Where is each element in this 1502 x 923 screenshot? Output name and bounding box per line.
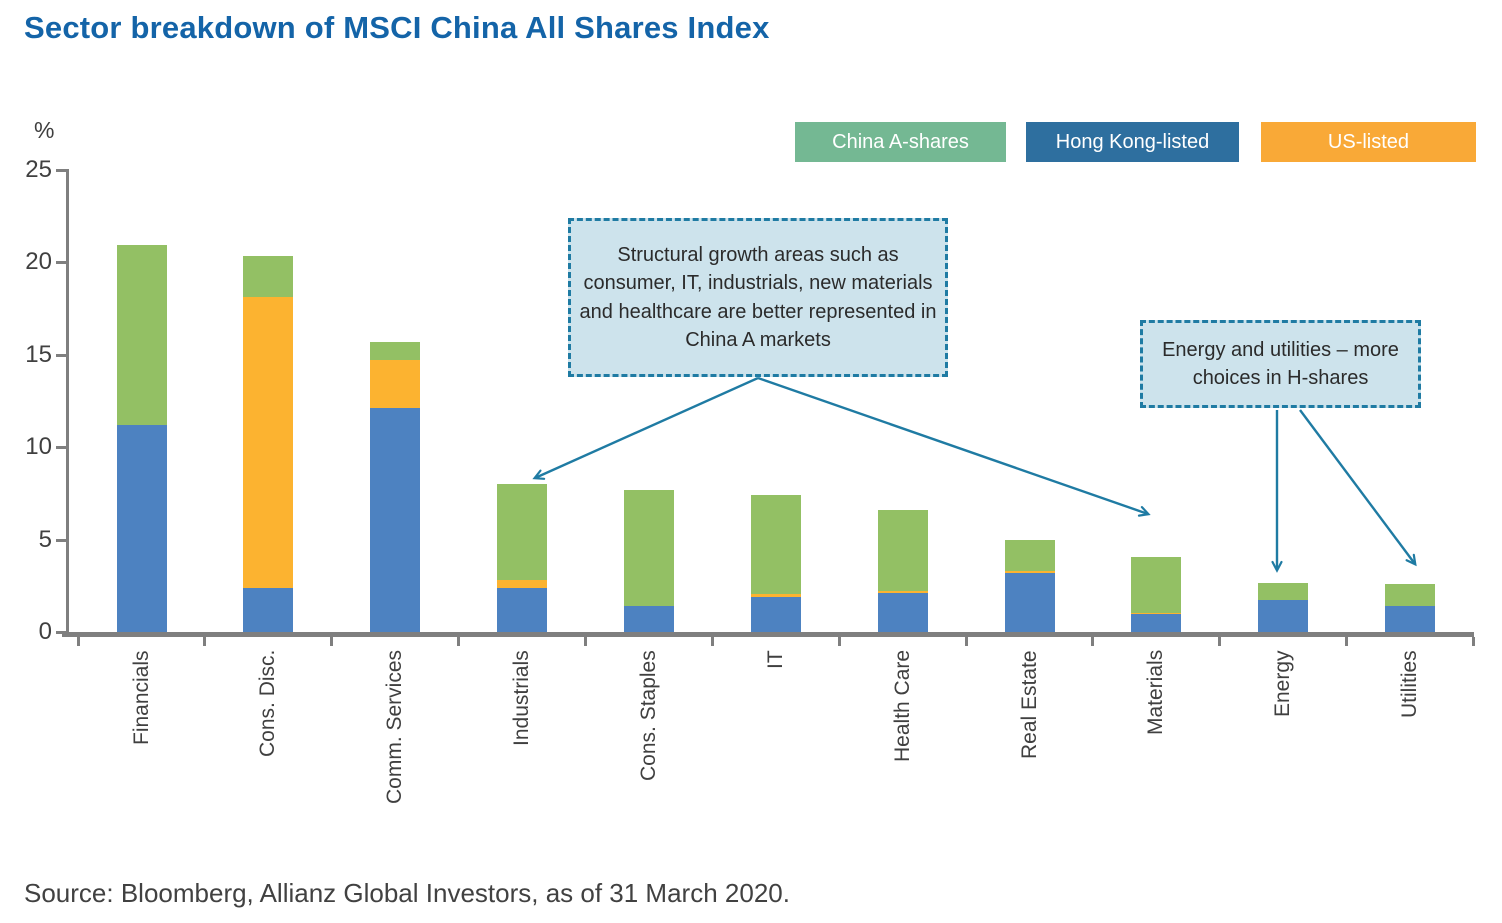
x-label: Cons. Disc.: [252, 650, 284, 850]
bar-segment: [243, 587, 294, 632]
legend-label: Hong Kong-listed: [1055, 130, 1210, 153]
x-label: Comm. Services: [379, 650, 411, 850]
y-tick-mark: [56, 538, 66, 542]
bar-segment: [1131, 613, 1182, 632]
x-label: Health Care: [887, 650, 919, 850]
annotation-text: Structural growth areas such as consumer…: [579, 243, 937, 351]
annotation-text: Energy and utilities – more choices in H…: [1162, 338, 1399, 389]
bar-segment: [370, 360, 421, 409]
annotation-box-energy-utilities: Energy and utilities – more choices in H…: [1140, 320, 1421, 408]
bar-segment: [497, 587, 548, 632]
arrow-to-industrials: [532, 376, 759, 480]
legend-chip-us-listed: US-listed: [1261, 122, 1476, 162]
x-label: Utilities: [1394, 650, 1426, 850]
x-label-text: Energy: [1271, 650, 1295, 717]
y-tick-mark: [56, 168, 66, 172]
bar-segment: [877, 509, 928, 592]
y-axis-line: [66, 169, 69, 635]
x-tick-mark: [76, 637, 80, 646]
bar-segment: [497, 484, 548, 581]
bar-segment: [1258, 582, 1309, 600]
bar-segment: [116, 245, 167, 425]
y-tick-mark: [56, 261, 66, 264]
y-tick-label: 0: [38, 618, 52, 645]
bar-segment: [877, 591, 928, 594]
x-tick-mark: [964, 637, 968, 646]
bar-segment: [877, 593, 928, 632]
source-note: Source: Bloomberg, Allianz Global Invest…: [24, 878, 790, 908]
bar-segment: [750, 594, 801, 597]
y-tick-label: 5: [38, 525, 52, 553]
x-label: Financials: [126, 650, 158, 850]
x-tick-mark: [1345, 637, 1349, 646]
y-tick-label: 20: [25, 248, 52, 275]
x-label-text: Health Care: [890, 650, 914, 763]
bar-segment: [116, 424, 167, 632]
bar-segment: [750, 495, 801, 595]
x-axis-line: [62, 632, 1474, 637]
x-label: Energy: [1267, 650, 1299, 850]
legend-chip-china-a-shares: China A-shares: [795, 122, 1006, 162]
bar-segment: [370, 408, 421, 632]
y-tick-label: 15: [25, 340, 52, 368]
y-tick-label: 10: [25, 433, 52, 460]
legend-label: US-listed: [1327, 130, 1410, 153]
x-tick-mark: [1218, 637, 1222, 646]
bar-segment: [1004, 570, 1055, 573]
arrow-to-utilities: [1299, 409, 1417, 567]
arrow-to-materials: [757, 376, 1151, 517]
bar-segment: [1131, 612, 1182, 614]
bar-segment: [497, 580, 548, 588]
x-label-text: Cons. Staples: [636, 650, 660, 781]
legend-chip-hong-kong-listed: Hong Kong-listed: [1026, 122, 1239, 162]
x-tick-mark: [1471, 637, 1475, 646]
x-tick-mark: [837, 637, 841, 646]
y-axis-unit-label: %: [34, 117, 55, 143]
x-label-text: Comm. Services: [383, 650, 407, 805]
bar-segment: [243, 256, 294, 298]
bar-segment: [1385, 583, 1436, 607]
x-tick-mark: [710, 637, 714, 646]
legend-label: China A-shares: [832, 130, 969, 153]
bar-segment: [1004, 572, 1055, 632]
y-tick-mark: [56, 353, 66, 357]
bar-segment: [750, 596, 801, 632]
x-tick-mark: [1091, 637, 1095, 646]
x-tick-mark: [330, 637, 334, 646]
bar-segment: [1131, 557, 1182, 613]
x-label-text: Cons. Disc.: [256, 650, 280, 758]
x-tick-mark: [457, 637, 461, 646]
x-label: Materials: [1140, 650, 1172, 850]
bar-segment: [370, 341, 421, 361]
y-tick-mark: [56, 446, 66, 449]
x-tick-mark: [583, 637, 587, 646]
bar-segment: [623, 606, 674, 632]
x-tick-mark: [203, 637, 207, 646]
x-label: Industrials: [506, 650, 538, 850]
x-label-text: Financials: [129, 650, 153, 745]
bar-segment: [243, 297, 294, 588]
x-label-text: Real Estate: [1017, 650, 1041, 759]
x-label: Cons. Staples: [633, 650, 665, 850]
page-title: Sector breakdown of MSCI China All Share…: [24, 10, 770, 45]
bar-segment: [1385, 606, 1436, 632]
x-label: IT: [760, 650, 792, 850]
x-label-text: Industrials: [510, 650, 534, 746]
annotation-box-structural-growth: Structural growth areas such as consumer…: [568, 218, 948, 377]
y-tick-mark: [56, 631, 66, 634]
x-label-text: Utilities: [1398, 650, 1422, 718]
y-tick-label: 25: [25, 155, 52, 183]
bar-segment: [623, 489, 674, 607]
x-label-text: IT: [763, 650, 787, 669]
x-label: Real Estate: [1014, 650, 1046, 850]
bar-segment: [1258, 599, 1309, 632]
x-label-text: Materials: [1144, 650, 1168, 736]
bar-segment: [1004, 539, 1055, 571]
